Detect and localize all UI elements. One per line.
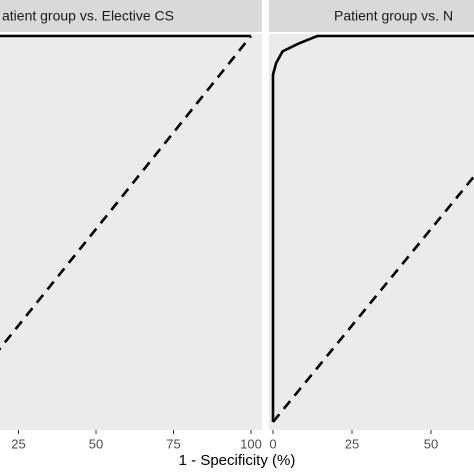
roc-curve [0, 34, 251, 38]
x-tick-label: 25 [11, 436, 25, 451]
roc-curve [271, 34, 474, 422]
reference-line [0, 35, 253, 351]
panel [269, 34, 474, 430]
x-tick-label: 100 [240, 436, 262, 451]
strip-title: Patient group vs. N [334, 8, 453, 24]
x-tick-label: 75 [166, 436, 180, 451]
plot-area [0, 34, 253, 351]
x-tick-label: 50 [89, 436, 103, 451]
plot-area [271, 34, 474, 423]
strip [0, 0, 262, 32]
strip [269, 0, 474, 32]
panel [0, 34, 262, 430]
x-axis-title: 1 - Specificity (%) [179, 452, 296, 469]
x-tick-label: 0 [269, 436, 276, 451]
strip-title: atient group vs. Elective CS [2, 8, 174, 24]
x-tick-label: 25 [345, 436, 359, 451]
x-tick-label: 50 [424, 436, 438, 451]
